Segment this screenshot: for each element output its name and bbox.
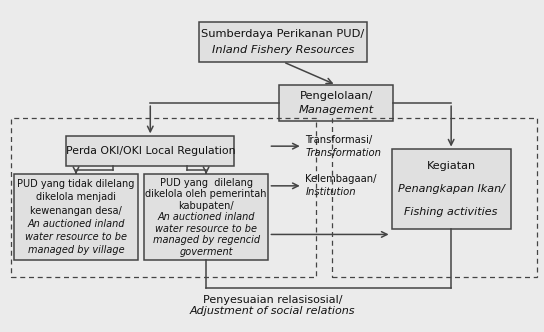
Text: Transformation: Transformation bbox=[305, 148, 381, 158]
Bar bbox=[11, 118, 316, 277]
Text: Transformasi/: Transformasi/ bbox=[305, 134, 373, 144]
Text: PUD yang  dilelang: PUD yang dilelang bbox=[159, 178, 252, 188]
Text: Kegiatan: Kegiatan bbox=[426, 161, 475, 171]
Text: Inland Fishery Resources: Inland Fishery Resources bbox=[212, 45, 354, 55]
Text: kewenangan desa/: kewenangan desa/ bbox=[30, 206, 122, 215]
Bar bbox=[14, 174, 138, 260]
Text: goverment: goverment bbox=[180, 247, 233, 257]
Text: Penangkapan Ikan/: Penangkapan Ikan/ bbox=[398, 184, 505, 194]
Text: Kelembagaan/: Kelembagaan/ bbox=[305, 174, 377, 184]
Bar bbox=[66, 136, 234, 166]
Text: dikelola oleh pemerintah: dikelola oleh pemerintah bbox=[145, 189, 267, 199]
Text: water resource to be: water resource to be bbox=[155, 224, 257, 234]
Text: managed by village: managed by village bbox=[28, 245, 125, 255]
Bar bbox=[279, 85, 393, 122]
Text: PUD yang tidak dilelang: PUD yang tidak dilelang bbox=[17, 179, 135, 189]
Bar bbox=[392, 149, 511, 229]
Text: kabupaten/: kabupaten/ bbox=[178, 201, 234, 211]
Text: Penyesuaian relasisosial/: Penyesuaian relasisosial/ bbox=[202, 295, 342, 305]
Text: An auctioned inland: An auctioned inland bbox=[157, 212, 255, 222]
Text: Pengelolaan/: Pengelolaan/ bbox=[300, 91, 373, 101]
Text: dikelola menjadi: dikelola menjadi bbox=[36, 193, 116, 203]
Bar bbox=[144, 174, 268, 260]
Text: Institution: Institution bbox=[305, 188, 356, 198]
Text: Perda OKI/OKI Local Regulation: Perda OKI/OKI Local Regulation bbox=[65, 146, 235, 156]
Text: Sumberdaya Perikanan PUD/: Sumberdaya Perikanan PUD/ bbox=[201, 29, 364, 39]
Bar bbox=[332, 118, 537, 277]
Text: Adjustment of social relations: Adjustment of social relations bbox=[189, 306, 355, 316]
Text: Fishing activities: Fishing activities bbox=[404, 207, 498, 217]
Bar bbox=[199, 22, 367, 62]
Text: managed by regencid: managed by regencid bbox=[152, 235, 259, 245]
Text: Management: Management bbox=[299, 106, 374, 116]
Text: An auctioned inland: An auctioned inland bbox=[27, 219, 125, 229]
Text: water resource to be: water resource to be bbox=[25, 232, 127, 242]
